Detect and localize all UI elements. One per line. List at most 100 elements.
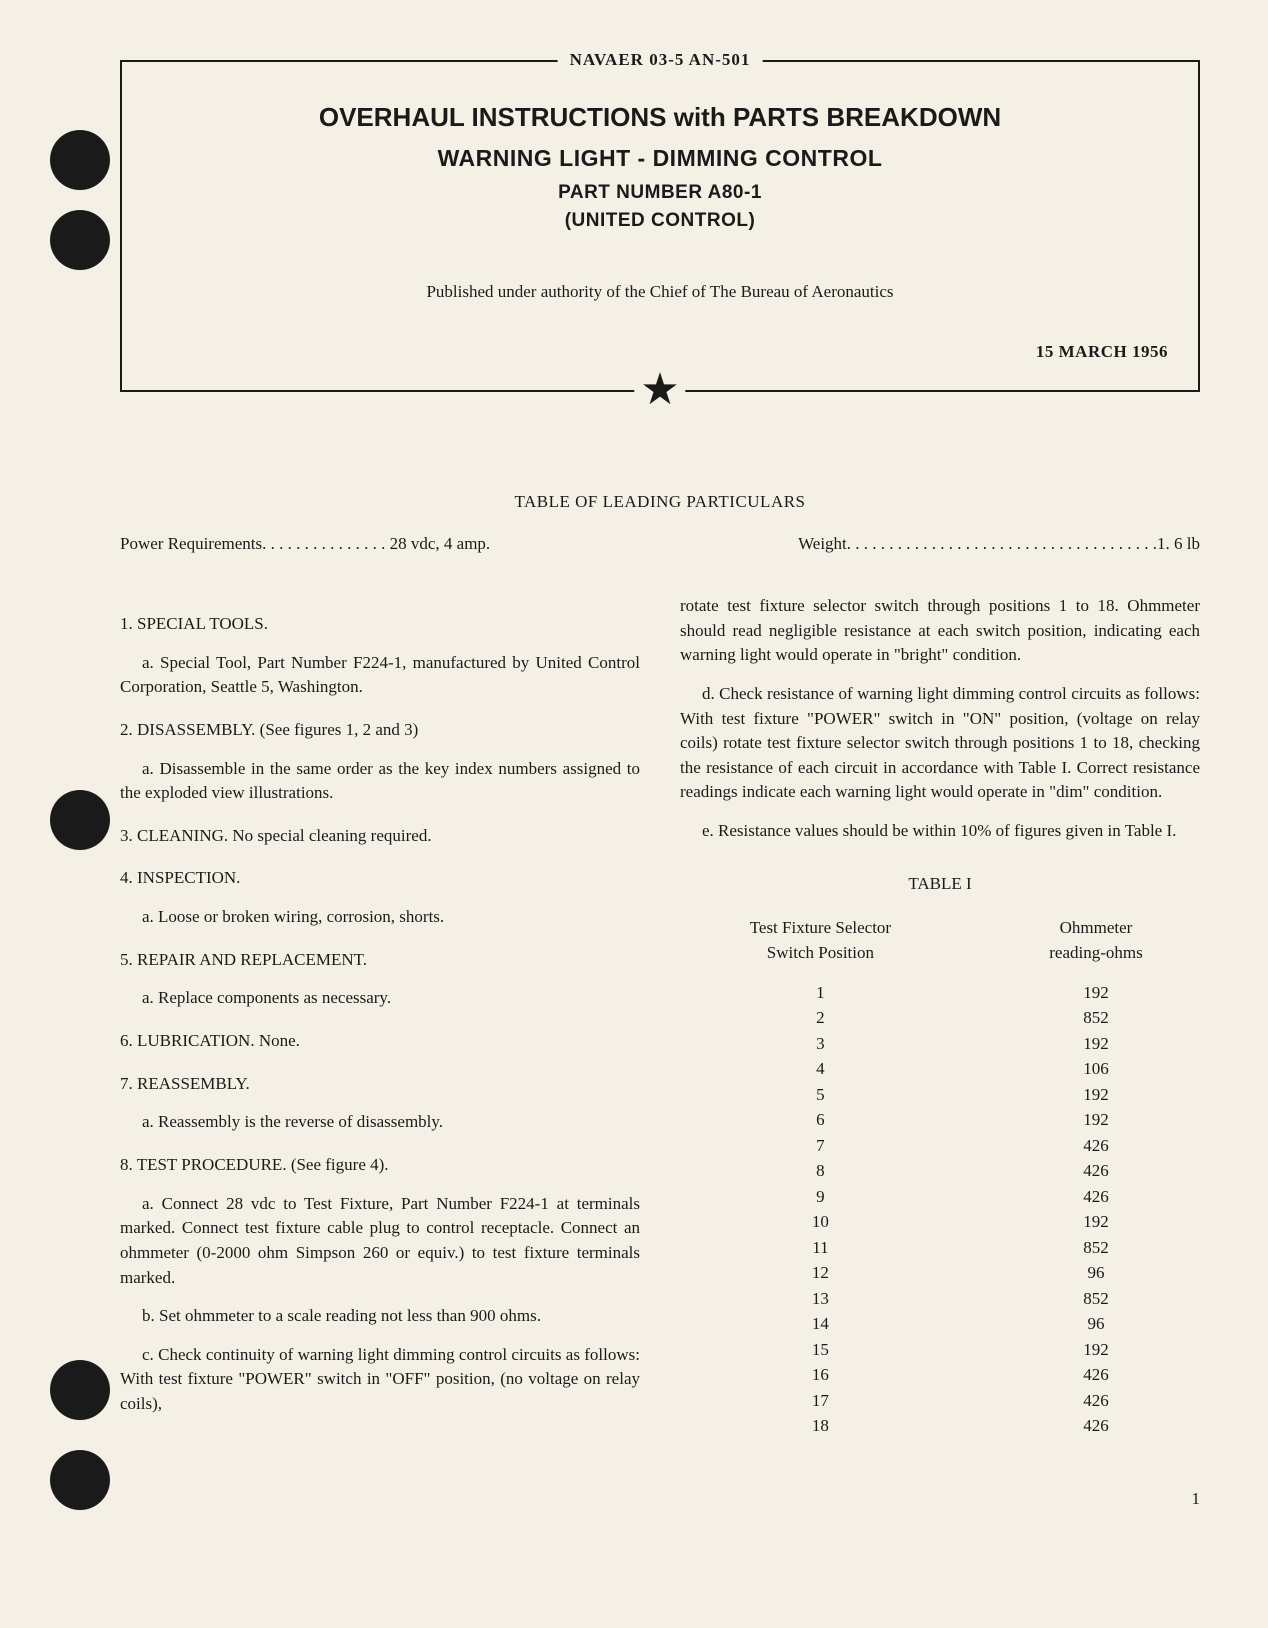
section-8d-para: d. Check resistance of warning light dim… [680, 682, 1200, 805]
page-number: 1 [1192, 1489, 1201, 1509]
section-2a-para: a. Disassemble in the same order as the … [120, 757, 640, 806]
ohmmeter-reading-cell: 852 [992, 1286, 1200, 1312]
punch-hole [50, 1360, 110, 1420]
switch-position-cell: 1 [680, 980, 961, 1006]
table-row: 10 192 [680, 1209, 1200, 1235]
table-body: 1192285231924106519261927426842694261019… [680, 980, 1200, 1439]
table-title: TABLE I [680, 872, 1200, 897]
left-column: 1. SPECIAL TOOLS. a. Special Tool, Part … [120, 594, 640, 1439]
punch-hole [50, 210, 110, 270]
body-columns: 1. SPECIAL TOOLS. a. Special Tool, Part … [120, 594, 1200, 1439]
table-row: 11 852 [680, 1235, 1200, 1261]
table-row: 7426 [680, 1133, 1200, 1159]
table-row: 17 426 [680, 1388, 1200, 1414]
title-line-3: PART NUMBER A80-1 [152, 182, 1168, 204]
ohmmeter-reading-cell: 192 [992, 1031, 1200, 1057]
punch-hole [50, 130, 110, 190]
ohmmeter-reading-cell: 192 [992, 1082, 1200, 1108]
weight-spec: Weight. . . . . . . . . . . . . . . . . … [798, 534, 1200, 554]
section-4-heading: 4. INSPECTION. [120, 866, 640, 891]
publication-date: 15 MARCH 1956 [152, 342, 1168, 362]
switch-position-cell: 14 [680, 1311, 961, 1337]
section-6-heading: 6. LUBRICATION. None. [120, 1029, 640, 1054]
switch-position-cell: 9 [680, 1184, 961, 1210]
switch-position-cell: 12 [680, 1260, 961, 1286]
ohmmeter-reading-cell: 192 [992, 1337, 1200, 1363]
ohmmeter-reading-cell: 852 [992, 1005, 1200, 1031]
section-5a-para: a. Replace components as necessary. [120, 986, 640, 1011]
section-3-heading: 3. CLEANING. No special cleaning require… [120, 824, 640, 849]
section-1-heading: 1. SPECIAL TOOLS. [120, 612, 640, 637]
table-row: 16 426 [680, 1362, 1200, 1388]
switch-position-cell: 4 [680, 1056, 961, 1082]
switch-position-cell: 3 [680, 1031, 961, 1057]
table-col2-h2: reading-ohms [992, 941, 1200, 966]
switch-position-cell: 10 [680, 1209, 961, 1235]
table-row: 3 192 [680, 1031, 1200, 1057]
switch-position-cell: 11 [680, 1235, 961, 1261]
table-col2-h1: Ohmmeter [992, 916, 1200, 941]
switch-position-cell: 16 [680, 1362, 961, 1388]
table-row: 4 106 [680, 1056, 1200, 1082]
ohmmeter-reading-cell: 426 [992, 1413, 1200, 1439]
document-page: NAVAER 03-5 AN-501 OVERHAUL INSTRUCTIONS… [120, 60, 1200, 1439]
switch-position-cell: 18 [680, 1413, 961, 1439]
section-8e-para: e. Resistance values should be within 10… [680, 819, 1200, 844]
section-8c-start-para: c. Check continuity of warning light dim… [120, 1343, 640, 1417]
section-4a-para: a. Loose or broken wiring, corrosion, sh… [120, 905, 640, 930]
ohmmeter-reading-cell: 192 [992, 1107, 1200, 1133]
ohmmeter-reading-cell: 106 [992, 1056, 1200, 1082]
switch-position-cell: 8 [680, 1158, 961, 1184]
switch-position-cell: 17 [680, 1388, 961, 1414]
section-8-heading: 8. TEST PROCEDURE. (See figure 4). [120, 1153, 640, 1178]
section-8b-para: b. Set ohmmeter to a scale reading not l… [120, 1304, 640, 1329]
table-row: 18 426 [680, 1413, 1200, 1439]
punch-hole [50, 790, 110, 850]
switch-position-cell: 15 [680, 1337, 961, 1363]
ohmmeter-reading-cell: 192 [992, 1209, 1200, 1235]
table-row: 1496 [680, 1311, 1200, 1337]
table-col1-h1: Test Fixture Selector [680, 916, 961, 941]
switch-position-cell: 13 [680, 1286, 961, 1312]
table-row: 2 852 [680, 1005, 1200, 1031]
authority-line: Published under authority of the Chief o… [152, 282, 1168, 302]
document-id: NAVAER 03-5 AN-501 [558, 50, 763, 70]
header-box: NAVAER 03-5 AN-501 OVERHAUL INSTRUCTIONS… [120, 60, 1200, 392]
title-line-1: OVERHAUL INSTRUCTIONS with PARTS BREAKDO… [152, 102, 1168, 133]
table-row: 1 192 [680, 980, 1200, 1006]
section-7a-para: a. Reassembly is the reverse of disassem… [120, 1110, 640, 1135]
section-5-heading: 5. REPAIR AND REPLACEMENT. [120, 948, 640, 973]
table-row: 6 192 [680, 1107, 1200, 1133]
title-line-2: WARNING LIGHT - DIMMING CONTROL [152, 145, 1168, 172]
table-row: 12 96 [680, 1260, 1200, 1286]
ohmmeter-reading-cell: 852 [992, 1235, 1200, 1261]
ohmmeter-reading-cell: 426 [992, 1158, 1200, 1184]
particulars-title: TABLE OF LEADING PARTICULARS [120, 492, 1200, 512]
table-row: 9 426 [680, 1184, 1200, 1210]
switch-position-cell: 6 [680, 1107, 961, 1133]
section-7-heading: 7. REASSEMBLY. [120, 1072, 640, 1097]
section-1a-para: a. Special Tool, Part Number F224-1, man… [120, 651, 640, 700]
title-part-c: PARTS BREAKDOWN [733, 102, 1001, 132]
ohmmeter-reading-cell: 96 [992, 1260, 1200, 1286]
table-headers: Test Fixture Selector Switch Position Oh… [680, 916, 1200, 965]
particulars-row: Power Requirements. . . . . . . . . . . … [120, 534, 1200, 554]
title-line-4: (UNITED CONTROL) [152, 210, 1168, 232]
table-row: 15 192 [680, 1337, 1200, 1363]
table-row: 13 852 [680, 1286, 1200, 1312]
title-part-b: with [667, 102, 733, 132]
title-part-a: OVERHAUL INSTRUCTIONS [319, 102, 667, 132]
switch-position-cell: 2 [680, 1005, 961, 1031]
punch-hole [50, 1450, 110, 1510]
table-col1-h2: Switch Position [680, 941, 961, 966]
section-8c-cont-para: rotate test fixture selector switch thro… [680, 594, 1200, 668]
right-column: rotate test fixture selector switch thro… [680, 594, 1200, 1439]
ohmmeter-reading-cell: 426 [992, 1388, 1200, 1414]
ohmmeter-reading-cell: 426 [992, 1184, 1200, 1210]
table-col2-header: Ohmmeter reading-ohms [992, 916, 1200, 965]
ohmmeter-reading-cell: 426 [992, 1133, 1200, 1159]
star-icon: ★ [634, 368, 685, 412]
ohmmeter-reading-cell: 192 [992, 980, 1200, 1006]
table-col1-header: Test Fixture Selector Switch Position [680, 916, 961, 965]
ohmmeter-reading-cell: 426 [992, 1362, 1200, 1388]
